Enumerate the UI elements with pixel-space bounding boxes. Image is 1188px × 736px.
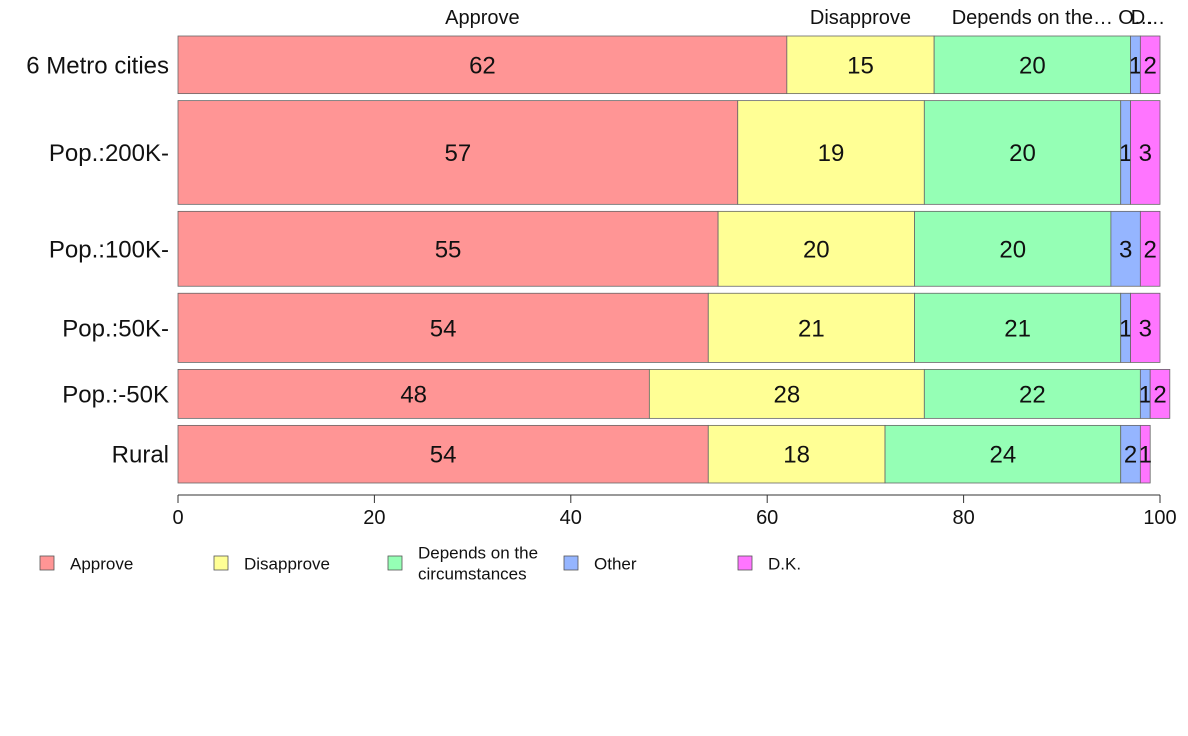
data-label-4-row-6: 2 [1124, 442, 1137, 469]
data-label-1-row-1: 62 [469, 52, 496, 79]
x-tick-label-1: 0 [172, 507, 183, 529]
data-label-5-row-6: 1 [1139, 442, 1152, 469]
data-label-2-row-4: 21 [798, 315, 825, 342]
x-tick-label-4: 60 [756, 507, 778, 529]
category-label-4: Pop.:50K- [62, 315, 169, 342]
data-label-3-row-5: 22 [1019, 381, 1046, 408]
data-label-1-row-6: 54 [430, 442, 457, 469]
category-label-3: Pop.:100K- [49, 236, 169, 263]
data-label-3-row-6: 24 [990, 442, 1017, 469]
data-label-1-row-3: 55 [435, 236, 462, 263]
legend-swatch-4 [564, 556, 578, 570]
category-label-1: 6 Metro cities [26, 52, 169, 79]
data-label-1-row-4: 54 [430, 315, 457, 342]
data-label-2-row-1: 15 [847, 52, 874, 79]
legend-label-4: Other [594, 555, 637, 574]
data-label-3-row-2: 20 [1009, 140, 1036, 167]
legend-label-2: Disapprove [244, 555, 330, 574]
data-label-2-row-3: 20 [803, 236, 830, 263]
top-series-label-2: Disapprove [810, 7, 911, 29]
data-label-5-row-1: 2 [1144, 52, 1157, 79]
top-series-label-3: Depends on the… [952, 7, 1113, 29]
x-tick-label-6: 100 [1143, 507, 1176, 529]
data-label-3-row-4: 21 [1004, 315, 1031, 342]
top-series-label-5: D… [1131, 7, 1165, 29]
category-label-6: Rural [112, 442, 169, 469]
legend-label-3-line-1: Depends on the [418, 544, 538, 563]
data-label-2-row-6: 18 [783, 442, 810, 469]
data-label-5-row-3: 2 [1144, 236, 1157, 263]
data-label-3-row-1: 20 [1019, 52, 1046, 79]
legend-label-1: Approve [70, 555, 133, 574]
data-label-1-row-5: 48 [400, 381, 427, 408]
data-label-2-row-2: 19 [818, 140, 845, 167]
data-label-5-row-2: 3 [1139, 140, 1152, 167]
data-label-3-row-3: 20 [999, 236, 1026, 263]
x-tick-label-5: 80 [952, 507, 974, 529]
legend-swatch-5 [738, 556, 752, 570]
data-label-2-row-5: 28 [773, 381, 800, 408]
legend-swatch-2 [214, 556, 228, 570]
legend-swatch-3 [388, 556, 402, 570]
top-series-label-1: Approve [445, 7, 520, 29]
data-label-4-row-3: 3 [1119, 236, 1132, 263]
x-tick-label-3: 40 [560, 507, 582, 529]
data-label-1-row-2: 57 [445, 140, 472, 167]
legend-swatch-1 [40, 556, 54, 570]
category-label-5: Pop.:-50K [62, 381, 169, 408]
x-tick-label-2: 20 [363, 507, 385, 529]
legend-label-3-line-2: circumstances [418, 565, 527, 584]
category-label-2: Pop.:200K- [49, 140, 169, 167]
data-label-5-row-4: 3 [1139, 315, 1152, 342]
legend-label-5: D.K. [768, 555, 801, 574]
data-label-5-row-5: 2 [1153, 381, 1166, 408]
